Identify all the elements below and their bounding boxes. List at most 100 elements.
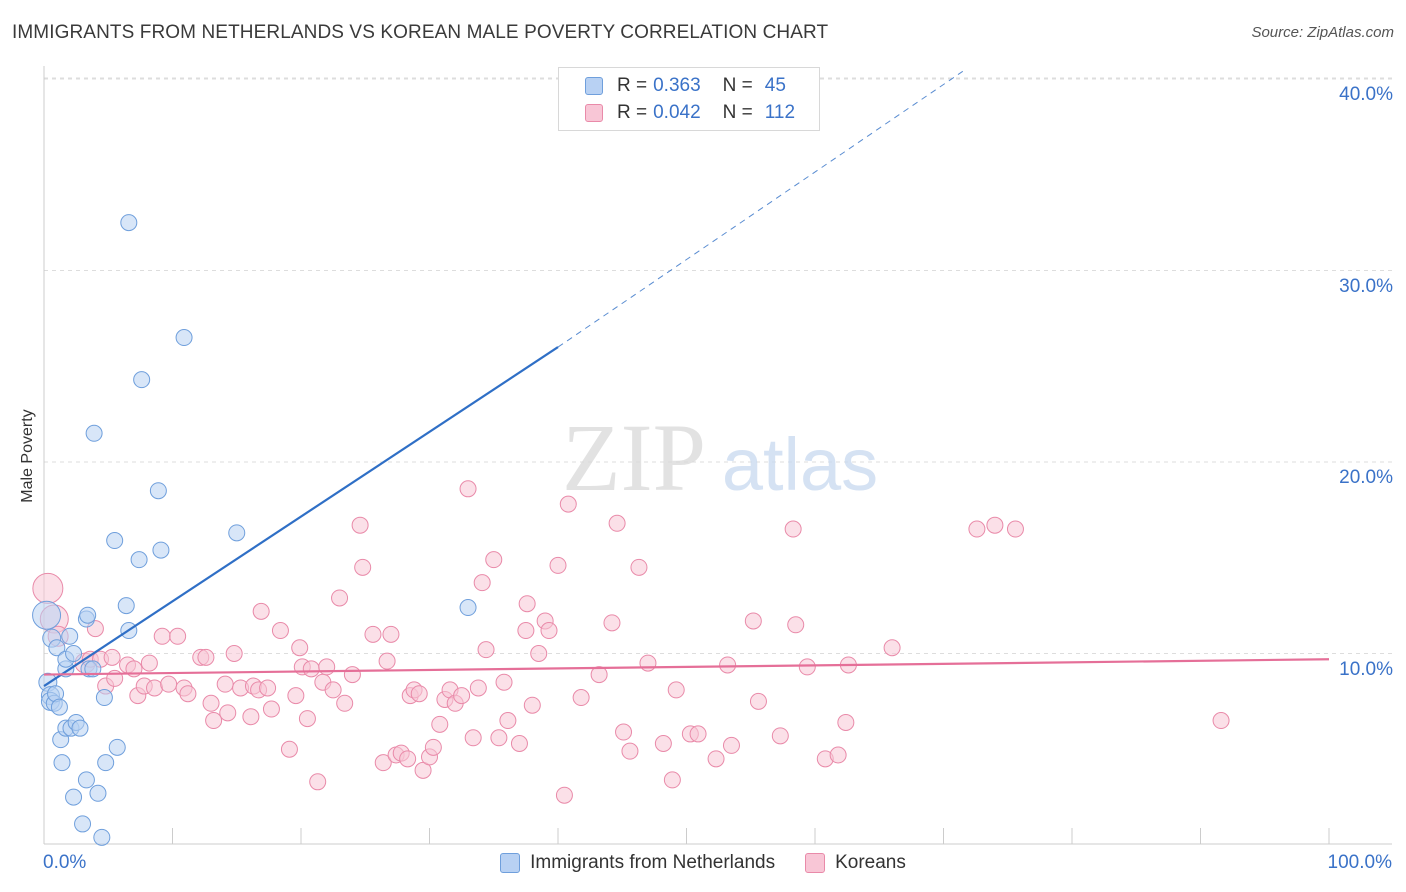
pink-swatch [585,104,603,122]
r-label: R = [617,102,648,123]
koreans-point [968,520,986,538]
x-tick-label-max: 100.0% [1327,852,1392,873]
netherlands-point [50,698,68,716]
koreans-point [374,754,392,772]
legend-label: Koreans [835,852,906,873]
netherlands-point [65,645,83,662]
koreans-point [540,622,558,640]
koreans-point [469,679,487,697]
stats-legend: R = 0.363 N = 45 R = 0.042 N = 112 [558,67,820,131]
koreans-point [615,723,633,741]
koreans-points [32,480,1230,804]
koreans-point [798,658,816,676]
netherlands-point [32,600,62,630]
koreans-point [744,612,762,630]
koreans-point [490,729,508,747]
trend-lines [43,70,1330,687]
koreans-point [495,673,513,691]
koreans-point [453,687,471,705]
source-credit: Source: ZipAtlas.com [1251,24,1394,41]
koreans-point [1212,712,1230,730]
koreans-point [787,616,805,634]
series-legend: Immigrants from Netherlands Koreans [0,852,1406,874]
koreans-point [1006,520,1024,538]
netherlands-point [228,524,246,542]
koreans-point [354,558,372,576]
koreans-point [477,641,495,659]
koreans-point [219,704,237,722]
koreans-point [572,689,590,707]
netherlands-trend-line [43,346,559,687]
netherlands-point [130,551,148,569]
netherlands-point [65,788,83,806]
koreans-point [160,675,178,693]
n-label: N = [722,102,753,123]
koreans-point [749,692,767,710]
koreans-point [146,679,164,697]
netherlands-point [74,815,92,833]
netherlands-point [71,719,89,737]
koreans-point [343,666,361,684]
blue-swatch [500,853,521,873]
n-value: 45 [764,75,786,96]
legend-row-koreans: R = 0.042 N = 112 [585,100,795,126]
koreans-point [689,725,707,743]
netherlands-point [106,532,124,550]
netherlands-point [149,482,167,500]
koreans-point [621,742,639,760]
netherlands-point [459,599,477,617]
koreans-point [271,622,289,640]
koreans-point [654,735,672,753]
netherlands-point [84,660,102,678]
watermark-zip: ZIP [562,404,706,511]
koreans-point [829,746,847,764]
r-label: R = [617,75,648,96]
netherlands-point [89,784,107,802]
y-tick-label: 10.0% [1339,658,1393,680]
legend-label: Immigrants from Netherlands [530,852,776,873]
koreans-point [883,639,901,657]
koreans-point [259,679,277,697]
netherlands-point [108,738,126,756]
koreans-point [331,589,349,607]
netherlands-trend-extension [557,70,964,348]
blue-swatch [585,77,603,95]
legend-item-netherlands: Immigrants from Netherlands [500,852,775,874]
koreans-point [431,715,449,733]
koreans-point [205,712,223,730]
koreans-point [351,516,369,534]
koreans-point [252,602,270,620]
koreans-point [473,574,491,592]
koreans-point [262,700,280,718]
pink-swatch [805,853,826,873]
koreans-point [336,694,354,712]
koreans-point [242,708,260,726]
koreans-point [364,625,382,643]
legend-item-koreans: Koreans [805,852,906,874]
koreans-point [530,645,548,662]
netherlands-point [61,627,79,645]
koreans-point [499,712,517,730]
r-value: 0.042 [653,102,701,123]
netherlands-point [85,424,103,442]
koreans-point [555,786,573,804]
koreans-point [590,666,608,684]
koreans-point [608,514,626,532]
koreans-point [140,654,158,672]
koreans-point [291,639,309,657]
koreans-point [179,685,197,703]
koreans-point [719,656,737,674]
koreans-point [309,773,327,791]
koreans-point [287,687,305,705]
netherlands-point [152,541,170,559]
netherlands-point [97,754,115,772]
koreans-point [410,685,428,703]
koreans-point [464,729,482,747]
koreans-point [630,558,648,576]
netherlands-point [133,371,151,389]
gridlines [44,77,1392,654]
koreans-trend-line [43,658,1330,676]
koreans-point [103,648,121,666]
chart-title: IMMIGRANTS FROM NETHERLANDS VS KOREAN MA… [12,22,829,43]
